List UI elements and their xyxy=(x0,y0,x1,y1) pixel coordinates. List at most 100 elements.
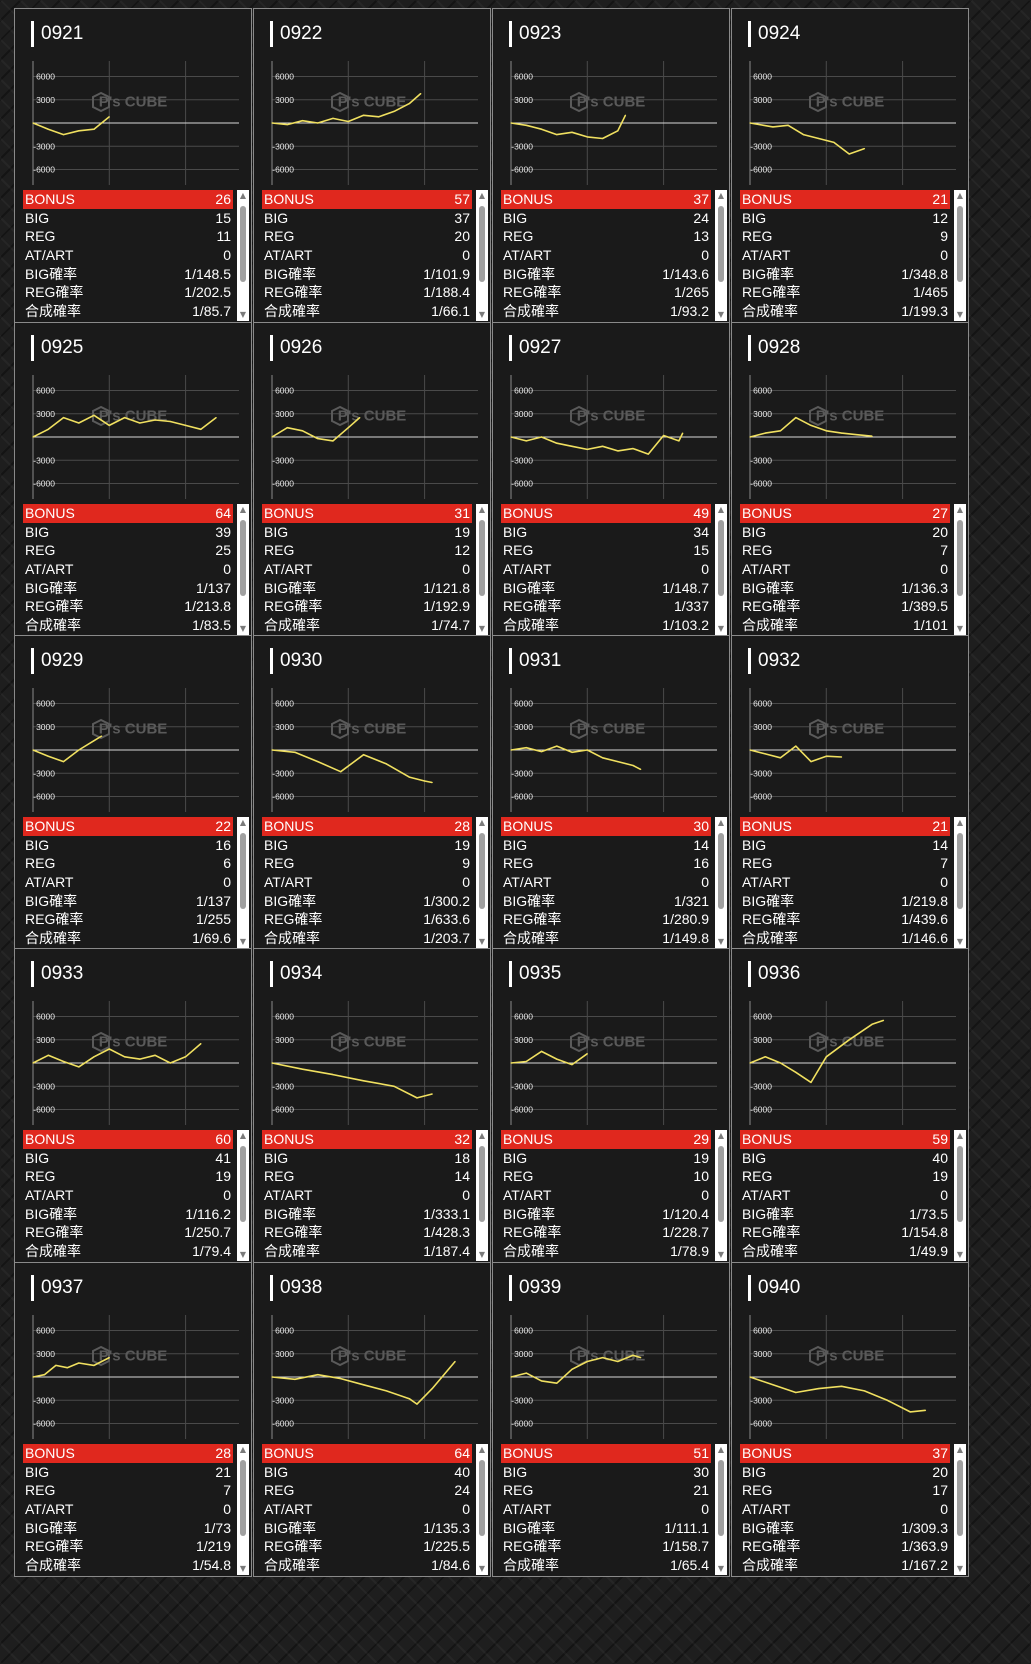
stats-scrollbar[interactable]: ▲ ▼ xyxy=(954,1444,966,1575)
scroll-down-arrow-icon[interactable]: ▼ xyxy=(956,937,964,946)
machine-number[interactable]: 0938 xyxy=(270,1275,322,1301)
scroll-up-arrow-icon[interactable]: ▲ xyxy=(478,1131,486,1140)
machine-number[interactable]: 0939 xyxy=(509,1275,561,1301)
stats-scrollbar[interactable]: ▲ ▼ xyxy=(476,1444,488,1575)
scroll-thumb[interactable] xyxy=(718,1460,724,1536)
stats-scrollbar[interactable]: ▲ ▼ xyxy=(476,190,488,321)
stats-scrollbar[interactable]: ▲ ▼ xyxy=(476,1130,488,1261)
machine-number[interactable]: 0936 xyxy=(748,961,800,987)
scroll-up-arrow-icon[interactable]: ▲ xyxy=(956,1445,964,1454)
scroll-up-arrow-icon[interactable]: ▲ xyxy=(717,191,725,200)
machine-number[interactable]: 0921 xyxy=(31,21,83,47)
stats-scrollbar[interactable]: ▲ ▼ xyxy=(954,504,966,635)
machine-number[interactable]: 0925 xyxy=(31,335,83,361)
scroll-up-arrow-icon[interactable]: ▲ xyxy=(956,505,964,514)
scroll-up-arrow-icon[interactable]: ▲ xyxy=(239,505,247,514)
scroll-down-arrow-icon[interactable]: ▼ xyxy=(956,1564,964,1573)
stats-scrollbar[interactable]: ▲ ▼ xyxy=(715,817,727,948)
machine-number[interactable]: 0935 xyxy=(509,961,561,987)
scroll-down-arrow-icon[interactable]: ▼ xyxy=(478,1250,486,1259)
scroll-down-arrow-icon[interactable]: ▼ xyxy=(717,310,725,319)
machine-number[interactable]: 0924 xyxy=(748,21,800,47)
scroll-down-arrow-icon[interactable]: ▼ xyxy=(717,624,725,633)
scroll-up-arrow-icon[interactable]: ▲ xyxy=(956,818,964,827)
scroll-up-arrow-icon[interactable]: ▲ xyxy=(239,1445,247,1454)
scroll-up-arrow-icon[interactable]: ▲ xyxy=(717,1131,725,1140)
scroll-thumb[interactable] xyxy=(718,833,724,909)
scroll-thumb[interactable] xyxy=(240,833,246,909)
stats-scrollbar[interactable]: ▲ ▼ xyxy=(237,190,249,321)
machine-number[interactable]: 0922 xyxy=(270,21,322,47)
scroll-down-arrow-icon[interactable]: ▼ xyxy=(478,937,486,946)
scroll-down-arrow-icon[interactable]: ▼ xyxy=(478,310,486,319)
machine-number[interactable]: 0940 xyxy=(748,1275,800,1301)
machine-number[interactable]: 0923 xyxy=(509,21,561,47)
scroll-thumb[interactable] xyxy=(479,1146,485,1222)
scroll-thumb[interactable] xyxy=(479,520,485,596)
scroll-thumb[interactable] xyxy=(240,206,246,282)
scroll-thumb[interactable] xyxy=(240,1460,246,1536)
scroll-up-arrow-icon[interactable]: ▲ xyxy=(239,1131,247,1140)
scroll-thumb[interactable] xyxy=(479,833,485,909)
scroll-up-arrow-icon[interactable]: ▲ xyxy=(956,1131,964,1140)
machine-number[interactable]: 0928 xyxy=(748,335,800,361)
stats-scrollbar[interactable]: ▲ ▼ xyxy=(715,190,727,321)
machine-number[interactable]: 0926 xyxy=(270,335,322,361)
stats-scrollbar[interactable]: ▲ ▼ xyxy=(954,190,966,321)
scroll-up-arrow-icon[interactable]: ▲ xyxy=(956,191,964,200)
scroll-up-arrow-icon[interactable]: ▲ xyxy=(239,191,247,200)
scroll-down-arrow-icon[interactable]: ▼ xyxy=(717,937,725,946)
scroll-up-arrow-icon[interactable]: ▲ xyxy=(478,818,486,827)
scroll-down-arrow-icon[interactable]: ▼ xyxy=(239,624,247,633)
scroll-up-arrow-icon[interactable]: ▲ xyxy=(478,191,486,200)
scroll-thumb[interactable] xyxy=(479,1460,485,1536)
scroll-down-arrow-icon[interactable]: ▼ xyxy=(717,1564,725,1573)
scroll-down-arrow-icon[interactable]: ▼ xyxy=(956,624,964,633)
machine-number[interactable]: 0933 xyxy=(31,961,83,987)
stats-scrollbar[interactable]: ▲ ▼ xyxy=(476,504,488,635)
stats-scrollbar[interactable]: ▲ ▼ xyxy=(237,1130,249,1261)
scroll-thumb[interactable] xyxy=(240,520,246,596)
stats-scrollbar[interactable]: ▲ ▼ xyxy=(237,504,249,635)
stats-scrollbar[interactable]: ▲ ▼ xyxy=(715,504,727,635)
scroll-thumb[interactable] xyxy=(479,206,485,282)
scroll-thumb[interactable] xyxy=(957,1460,963,1536)
scroll-down-arrow-icon[interactable]: ▼ xyxy=(239,310,247,319)
scroll-down-arrow-icon[interactable]: ▼ xyxy=(478,1564,486,1573)
machine-number[interactable]: 0930 xyxy=(270,648,322,674)
scroll-up-arrow-icon[interactable]: ▲ xyxy=(478,505,486,514)
scroll-down-arrow-icon[interactable]: ▼ xyxy=(956,1250,964,1259)
stats-scrollbar[interactable]: ▲ ▼ xyxy=(954,817,966,948)
scroll-up-arrow-icon[interactable]: ▲ xyxy=(239,818,247,827)
machine-number[interactable]: 0929 xyxy=(31,648,83,674)
scroll-down-arrow-icon[interactable]: ▼ xyxy=(717,1250,725,1259)
scroll-thumb[interactable] xyxy=(957,520,963,596)
scroll-up-arrow-icon[interactable]: ▲ xyxy=(717,505,725,514)
machine-number[interactable]: 0934 xyxy=(270,961,322,987)
scroll-thumb[interactable] xyxy=(957,1146,963,1222)
scroll-thumb[interactable] xyxy=(718,520,724,596)
scroll-up-arrow-icon[interactable]: ▲ xyxy=(717,818,725,827)
machine-number[interactable]: 0937 xyxy=(31,1275,83,1301)
machine-number[interactable]: 0927 xyxy=(509,335,561,361)
